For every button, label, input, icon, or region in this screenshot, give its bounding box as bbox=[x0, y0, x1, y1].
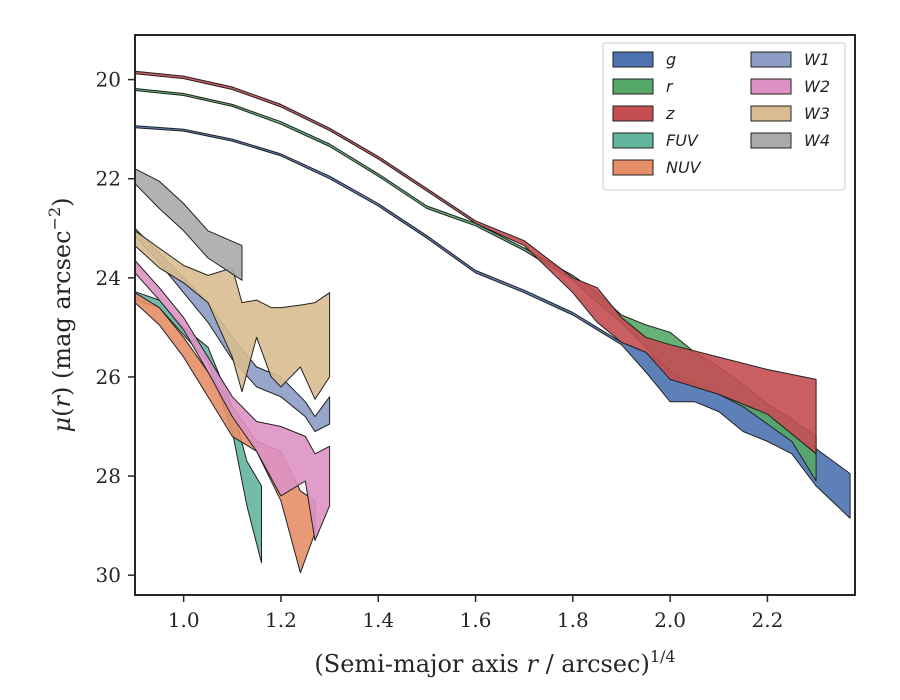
band-W4 bbox=[134, 168, 243, 281]
legend-label-FUV: FUV bbox=[666, 131, 699, 150]
band-r bbox=[134, 88, 817, 482]
y-tick-label: 30 bbox=[96, 563, 121, 587]
y-tick-label: 26 bbox=[96, 365, 121, 389]
x-axis-label: (Semi-major axis r / arcsec)1/4 bbox=[314, 647, 675, 678]
x-tick-label: 1.8 bbox=[557, 608, 589, 632]
x-tick-label: 1.6 bbox=[460, 608, 492, 632]
legend-swatch-W2 bbox=[750, 78, 792, 95]
y-tick-label: 22 bbox=[96, 167, 121, 191]
legend-label-W2: W2 bbox=[804, 77, 830, 96]
legend-swatch-NUV bbox=[612, 159, 654, 176]
x-tick-label: 2.2 bbox=[752, 608, 784, 632]
legend-swatch-FUV bbox=[612, 132, 654, 149]
x-tick-label: 1.4 bbox=[362, 608, 394, 632]
band-W2 bbox=[134, 260, 331, 541]
legend-swatch-g bbox=[612, 51, 654, 68]
legend-label-W3: W3 bbox=[804, 104, 830, 123]
band-z bbox=[134, 70, 817, 455]
legend-label-W1: W1 bbox=[804, 50, 830, 69]
y-tick-label: 24 bbox=[96, 266, 121, 290]
legend-label-r: r bbox=[666, 77, 674, 96]
plot-area bbox=[134, 70, 851, 574]
legend-swatch-r bbox=[612, 78, 654, 95]
y-axis: 20 22 24 26 28 30 bbox=[96, 68, 135, 587]
legend-label-NUV: NUV bbox=[666, 158, 702, 177]
x-axis: 1.0 1.2 1.4 1.6 1.8 2.0 2.2 bbox=[168, 595, 784, 632]
x-tick-label: 1.2 bbox=[265, 608, 297, 632]
x-tick-label: 2.0 bbox=[654, 608, 686, 632]
plot-frame bbox=[134, 34, 856, 596]
x-tick-label: 1.0 bbox=[168, 608, 200, 632]
legend-label-z: z bbox=[665, 104, 675, 123]
legend-swatch-W3 bbox=[750, 105, 792, 122]
y-tick-label: 20 bbox=[96, 68, 121, 92]
legend-label-g: g bbox=[666, 50, 676, 69]
legend: grz FUV NUV W1 W2 W3 W4 bbox=[602, 42, 846, 191]
y-tick-label: 28 bbox=[96, 464, 121, 488]
legend-swatch-z bbox=[612, 105, 654, 122]
legend-label-W4: W4 bbox=[804, 131, 830, 150]
band-g bbox=[134, 125, 851, 519]
y-axis-label: μ(r) (mag arcsec−2) bbox=[45, 197, 76, 432]
legend-swatch-W1 bbox=[750, 51, 792, 68]
legend-swatch-W4 bbox=[750, 132, 792, 149]
